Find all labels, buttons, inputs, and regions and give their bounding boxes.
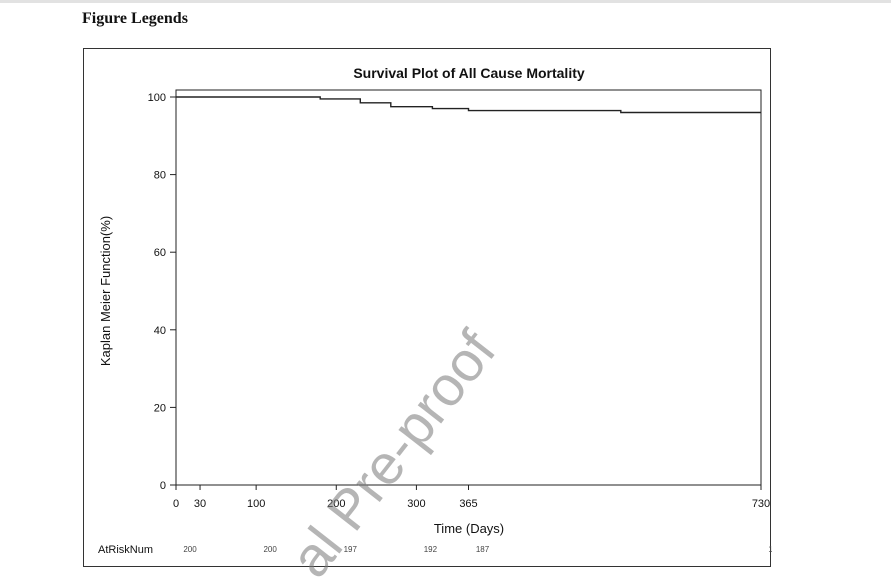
y-tick-label: 100: [148, 92, 166, 104]
at-risk-values: 200 200 197 192 187 162: [183, 545, 772, 554]
x-tick-label: 0: [173, 498, 179, 510]
x-axis-label: Time (Days): [434, 521, 504, 536]
x-tick-label: 100: [247, 498, 265, 510]
figure-frame: Survival Plot of All Cause Mortality 0 20…: [83, 48, 772, 567]
x-tick-label: 730: [752, 498, 770, 510]
x-axis: 0 30 100 200 300 365 730: [173, 485, 770, 510]
y-axis: 0 20 40 60 80 100: [148, 92, 176, 492]
at-risk-value: 187: [476, 545, 490, 554]
at-risk-value: 197: [344, 545, 358, 554]
x-tick-label: 365: [459, 498, 477, 510]
y-tick-label: 80: [154, 170, 166, 182]
at-risk-value: 162: [768, 545, 772, 554]
y-tick-label: 0: [160, 480, 166, 492]
plot-area-frame: [175, 89, 762, 486]
at-risk-value: 200: [183, 545, 197, 554]
at-risk-label: AtRiskNum: [98, 544, 153, 556]
chart-title: Survival Plot of All Cause Mortality: [353, 65, 585, 81]
x-tick-label: 30: [194, 498, 206, 510]
top-rule: [0, 0, 891, 3]
at-risk-value: 200: [263, 545, 277, 554]
document-heading: Figure Legends: [82, 10, 188, 27]
km-survival-curve: [176, 96, 761, 114]
y-axis-label: Kaplan Meier Function(%): [98, 216, 113, 366]
y-tick-label: 20: [154, 402, 166, 414]
y-tick-label: 60: [154, 247, 166, 259]
at-risk-value: 192: [424, 545, 438, 554]
x-tick-label: 300: [407, 498, 425, 510]
y-tick-label: 40: [154, 325, 166, 337]
x-tick-label: 200: [327, 498, 345, 510]
survival-chart: Survival Plot of All Cause Mortality 0 20…: [98, 65, 772, 556]
